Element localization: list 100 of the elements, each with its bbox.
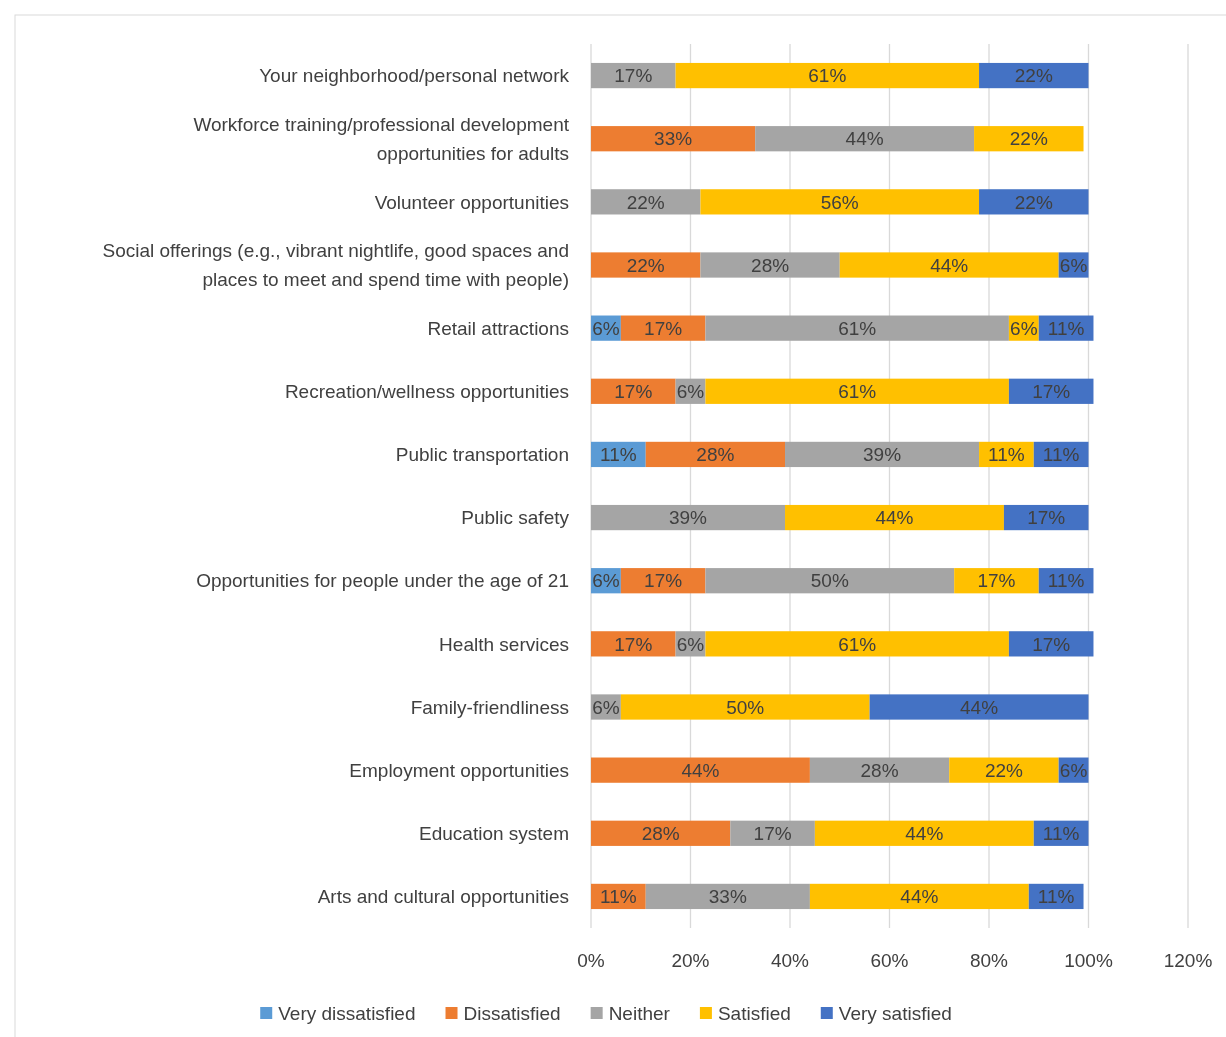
- data-label: 17%: [1027, 507, 1066, 529]
- x-tick-label: 20%: [671, 949, 710, 971]
- bar: [591, 252, 701, 278]
- data-label: 44%: [905, 822, 944, 844]
- bar: [645, 883, 810, 910]
- data-label: 39%: [669, 507, 708, 529]
- data-label: 50%: [726, 696, 765, 718]
- data-label: 17%: [614, 65, 653, 87]
- y-tick-label: Public safety: [461, 507, 570, 529]
- bar: [675, 62, 980, 89]
- data-label: 17%: [644, 570, 683, 592]
- bar: [705, 631, 1009, 657]
- x-tick-label: 40%: [770, 949, 810, 971]
- bar: [591, 504, 786, 531]
- y-tick-label: Opportunities for people under the age of 21: [196, 570, 569, 592]
- data-label: 44%: [930, 254, 969, 276]
- bar: [705, 315, 1009, 341]
- data-label: 17%: [977, 570, 1016, 592]
- bar: [869, 694, 1089, 720]
- data-label: 6%: [676, 380, 705, 402]
- data-label: 6%: [592, 317, 620, 339]
- data-label: 22%: [1014, 191, 1053, 213]
- data-label: 11%: [988, 444, 1025, 466]
- data-label: 44%: [875, 507, 914, 529]
- data-label: 22%: [626, 191, 665, 213]
- data-label: 11%: [600, 886, 637, 908]
- data-label: 17%: [1032, 633, 1071, 655]
- data-label: 44%: [681, 759, 720, 781]
- bar: [755, 126, 975, 152]
- bar: [785, 504, 1004, 531]
- y-tick-label: Social offerings (e.g., vibrant nightlife, good spaces and places to meet and spend time with people): [102, 240, 569, 291]
- x-tick-label: 120%: [1163, 949, 1213, 971]
- data-label: 11%: [1037, 886, 1075, 908]
- data-label: 17%: [753, 822, 792, 844]
- legend-label: Very satisfied: [838, 1002, 952, 1024]
- bar: [809, 883, 1029, 910]
- data-label: 17%: [614, 380, 653, 402]
- data-label: 61%: [838, 317, 877, 339]
- data-label: 33%: [654, 128, 693, 150]
- data-label: 22%: [984, 759, 1024, 781]
- data-label: 28%: [696, 444, 735, 466]
- data-label: 11%: [1042, 444, 1080, 466]
- bar: [700, 189, 980, 215]
- data-label: 11%: [1047, 570, 1085, 592]
- bar: [979, 62, 1089, 89]
- bar: [645, 441, 786, 468]
- x-tick-label: 100%: [1064, 949, 1113, 971]
- data-label: 44%: [845, 128, 884, 150]
- bar: [949, 757, 1059, 783]
- data-label: 17%: [644, 317, 683, 339]
- data-label: 6%: [1059, 254, 1088, 276]
- y-tick-label: Education system: [419, 822, 569, 844]
- y-tick-label: Retail attractions: [427, 317, 569, 339]
- y-tick-label: Your neighborhood/personal network: [259, 65, 570, 87]
- bar: [839, 252, 1059, 278]
- bar: [591, 757, 810, 783]
- data-label: 33%: [708, 886, 747, 908]
- data-label: 50%: [810, 570, 849, 592]
- y-tick-label: Workforce training/professional development opportunities for adults: [193, 113, 570, 164]
- bar: [700, 252, 840, 278]
- x-tick-label: 60%: [870, 949, 909, 971]
- legend-label: Very dissatisfied: [278, 1002, 416, 1024]
- bar: [809, 757, 950, 783]
- data-label: 6%: [1059, 759, 1088, 781]
- data-label: 28%: [751, 254, 790, 276]
- data-label: 6%: [1010, 317, 1038, 339]
- legend-label: Satisfied: [717, 1002, 791, 1024]
- legend-label: Neither: [608, 1002, 671, 1024]
- bar: [974, 126, 1084, 152]
- data-label: 17%: [614, 633, 653, 655]
- data-label: 22%: [1009, 128, 1048, 150]
- bar: [620, 694, 870, 720]
- data-label: 6%: [676, 633, 705, 655]
- bar: [591, 820, 731, 846]
- data-label: 22%: [626, 254, 665, 276]
- y-tick-label: Public transportation: [395, 444, 569, 466]
- y-tick-label: Family-friendliness: [410, 696, 569, 718]
- data-label: 11%: [1042, 822, 1080, 844]
- y-tick-label: Employment opportunities: [349, 759, 569, 781]
- data-label: 44%: [960, 696, 999, 718]
- data-label: 44%: [900, 886, 939, 908]
- y-tick-label: Arts and cultural opportunities: [317, 886, 569, 908]
- data-label: 11%: [1047, 317, 1085, 339]
- data-label: 22%: [1014, 65, 1053, 87]
- y-tick-label: Recreation/wellness opportunities: [284, 380, 569, 402]
- data-label: 39%: [863, 444, 902, 466]
- data-label: 6%: [592, 570, 620, 592]
- data-label: 61%: [838, 633, 877, 655]
- bar: [814, 820, 1034, 846]
- bar: [785, 441, 980, 468]
- x-tick-label: 0%: [577, 949, 605, 971]
- legend-label: Dissatisfied: [463, 1002, 561, 1024]
- data-label: 61%: [808, 65, 847, 87]
- bar: [591, 126, 756, 152]
- bar: [705, 378, 1009, 404]
- data-label: 56%: [820, 191, 859, 213]
- x-tick-label: 80%: [969, 949, 1009, 971]
- data-label: 28%: [641, 822, 680, 844]
- data-label: 17%: [1032, 380, 1071, 402]
- y-tick-label: Volunteer opportunities: [374, 191, 569, 213]
